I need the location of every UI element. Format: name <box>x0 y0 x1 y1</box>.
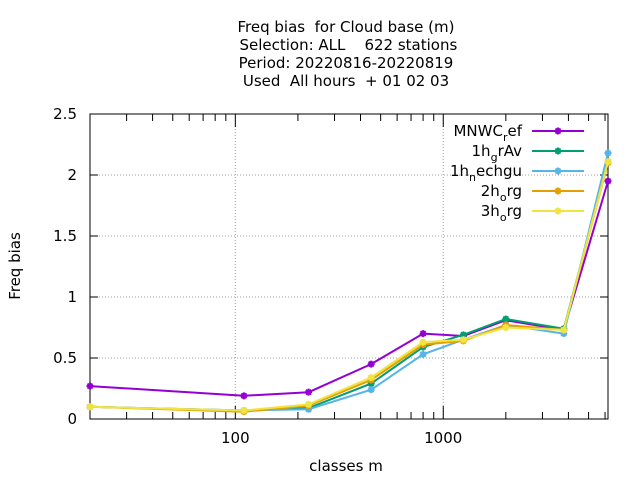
legend-item: 3horg <box>481 202 584 224</box>
data-point <box>367 386 375 394</box>
series-lines <box>86 149 612 416</box>
data-point <box>240 392 248 400</box>
legend-label: MNWCref <box>453 122 522 144</box>
legend-marker <box>554 127 562 135</box>
y-tick-label: 0.5 <box>53 349 77 367</box>
data-point <box>459 336 467 344</box>
legend-label: 3horg <box>481 202 522 224</box>
data-point <box>305 405 313 413</box>
series-line <box>89 180 609 397</box>
data-point <box>419 350 427 358</box>
data-point <box>502 324 510 331</box>
data-point <box>305 400 313 408</box>
data-point <box>367 374 375 382</box>
legend-item: 1hgrAv <box>472 142 584 164</box>
x-tick-label: 1000 <box>424 429 462 447</box>
y-axis-label: Freq bias <box>6 232 24 300</box>
y-tick-label: 2 <box>67 166 77 184</box>
legend-marker <box>554 167 562 175</box>
series-3h_org <box>86 158 612 414</box>
data-point <box>419 330 427 338</box>
data-point <box>604 158 612 166</box>
title-line: Period: 20220816-20220819 <box>239 54 454 72</box>
legend-item: 1hnechgu <box>450 162 584 184</box>
legend-label: 2horg <box>481 182 522 204</box>
legend-item: MNWCref <box>453 122 584 144</box>
legend-label: 1hnechgu <box>450 162 522 184</box>
y-tick-label: 1.5 <box>53 227 77 245</box>
legend-label: 1hgrAv <box>472 142 523 164</box>
x-tick-label: 100 <box>221 429 250 447</box>
y-tick-label: 2.5 <box>53 105 77 123</box>
data-point <box>305 388 313 396</box>
series-2h_org <box>86 159 612 416</box>
data-point <box>502 315 510 323</box>
legend-marker <box>554 147 562 155</box>
data-point <box>240 406 248 414</box>
data-point <box>419 338 427 346</box>
legend-marker <box>554 207 562 215</box>
grid-lines <box>90 114 608 419</box>
y-tick-label: 1 <box>67 288 77 306</box>
title-line: Used All hours + 01 02 03 <box>243 72 449 90</box>
data-point <box>367 380 375 388</box>
chart-title: Freq bias for Cloud base (m) Selection: … <box>235 18 458 90</box>
plot-frame <box>89 113 609 420</box>
data-point <box>86 382 94 390</box>
series-line <box>89 152 609 412</box>
data-point <box>86 403 94 411</box>
data-point <box>459 331 467 339</box>
x-axis-label: classes m <box>309 457 383 475</box>
legend-item: 2horg <box>481 182 584 204</box>
data-point <box>604 177 612 185</box>
y-tick-label: 0 <box>67 410 77 428</box>
data-point <box>560 326 568 334</box>
data-point <box>560 330 568 338</box>
legend-marker <box>554 187 562 195</box>
title-line: Selection: ALL 622 stations <box>235 36 458 54</box>
axes: 0 0.5 1 1.5 2 2.5 100 1000 <box>53 105 609 447</box>
series-1h_grAv <box>86 158 612 414</box>
data-point <box>604 149 612 157</box>
title-line: Freq bias for Cloud base (m) <box>238 18 455 36</box>
data-point <box>367 360 375 368</box>
